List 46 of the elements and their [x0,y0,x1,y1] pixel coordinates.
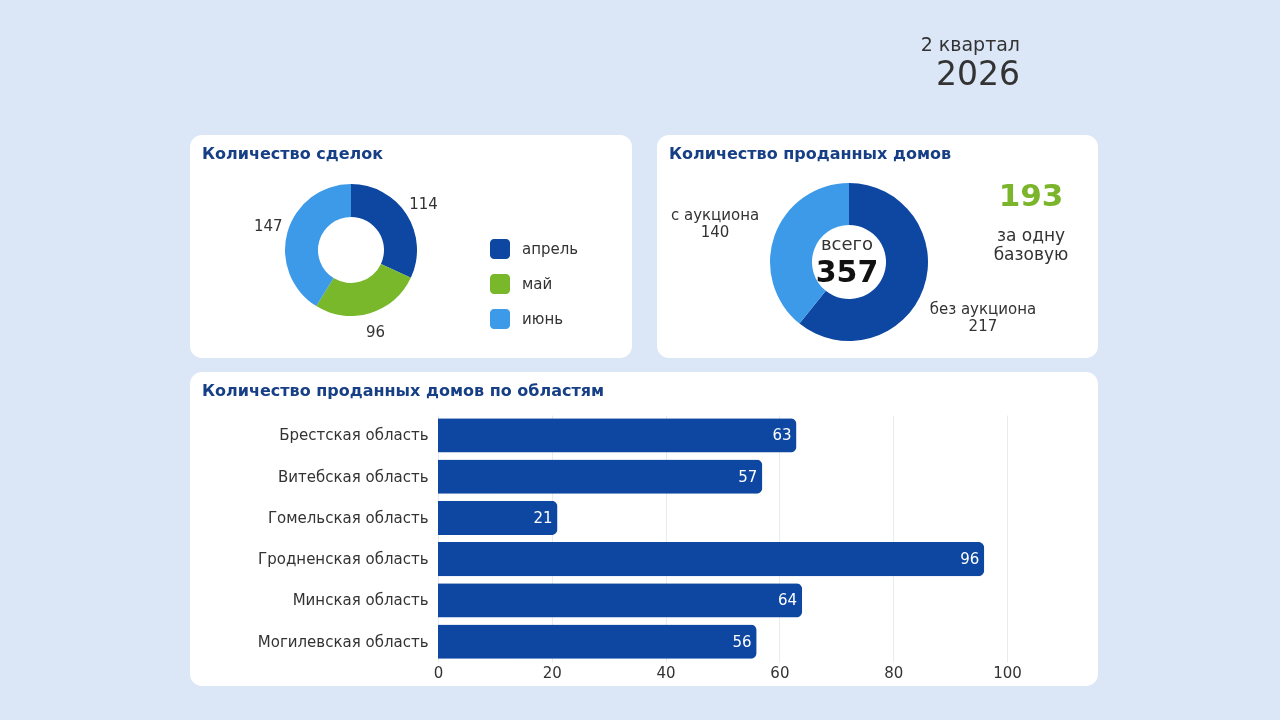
data-label: 64 [778,591,798,610]
y-tick-label: Брестская область [279,426,429,445]
legend-label: июнь [522,310,564,328]
donut-slice [285,184,351,307]
data-label: 21 [533,508,553,527]
text: всего [820,233,874,254]
data-label: 147 [253,217,283,236]
y-tick-label: Минская область [292,591,429,610]
data-label: 140 [700,222,730,241]
data-label: 114 [409,194,438,213]
y-tick-label: Гомельская область [267,508,429,527]
text: за одну базовую [993,225,1069,264]
y-tick-label: Гродненская область [258,550,429,569]
chart-title: Количество сделок [202,144,384,163]
text: 2 квартал [920,33,1020,55]
y-tick-label: Витебская область [277,467,429,486]
legend-label: май [522,275,553,293]
text: 193 [998,177,1064,213]
chart-title: Количество проданных домов [669,144,952,163]
data-label: 217 [968,317,998,336]
bar [438,542,985,577]
data-label: 96 [960,550,980,569]
bar [438,500,558,535]
x-tick-label: 0 [433,663,444,682]
data-label: 57 [738,467,758,486]
data-label: 96 [366,323,386,342]
chart-title: Количество проданных домов по областям [202,381,605,400]
text: 357 [815,254,879,289]
y-tick-label: Могилевская область [257,632,429,651]
x-tick-label: 80 [884,663,904,682]
bar [438,459,763,494]
bar [438,624,757,659]
slice-label: с аукциона [670,205,760,224]
x-tick-label: 20 [542,663,562,682]
donut-slice [316,263,411,316]
x-tick-label: 100 [993,663,1022,682]
bar [438,583,803,618]
x-tick-label: 40 [656,663,676,682]
donut-slice [799,183,928,341]
slice-label: без аукциона [929,300,1037,319]
bar [438,418,797,453]
text: 2026 [936,54,1020,93]
data-label: 56 [732,632,752,651]
data-label: 63 [772,426,792,445]
legend-label: апрель [522,240,579,258]
x-tick-label: 60 [770,663,790,682]
